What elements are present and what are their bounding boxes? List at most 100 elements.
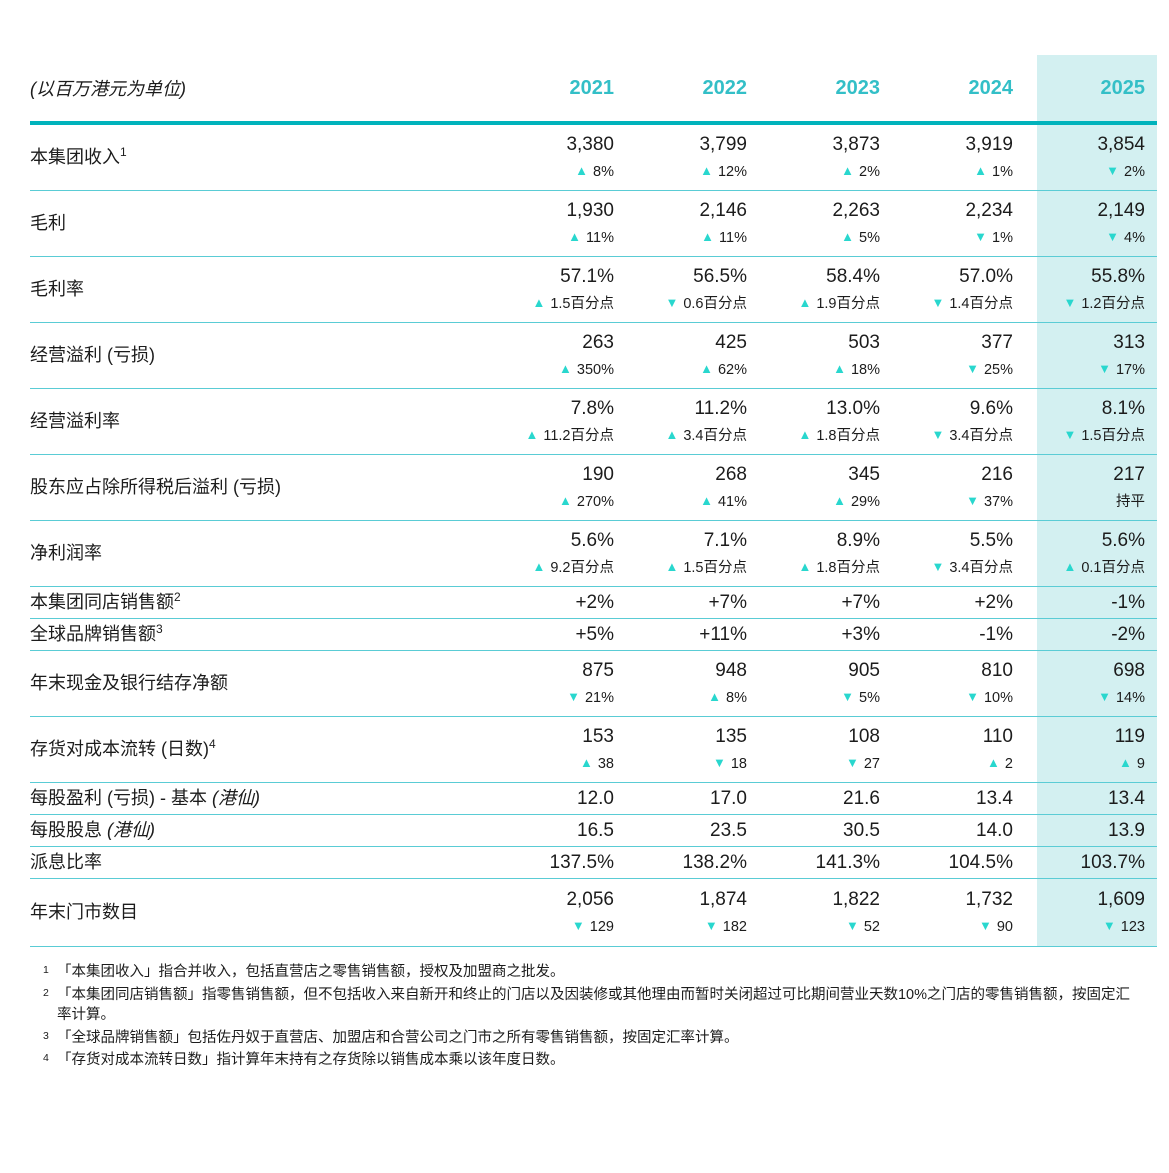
value: 3,380 [566,134,614,156]
footnote-ref: 4 [209,737,216,752]
value: -1% [979,624,1013,645]
value: 119 [1114,726,1145,748]
up-arrow-icon: ▲ [1063,559,1077,575]
value: 56.5% [693,266,747,288]
table-row: 年末现金及银行结存净额 875 ▼ 21% 948 ▲ 8% 905 ▼ 5% 810 ▼ 10% 698… [30,651,1157,717]
change: ▼ 0.6百分点 [665,295,747,313]
change: ▼ 10% [966,689,1013,707]
value-cell: 57.1% ▲ 1.5百分点 [505,257,638,322]
value-cell: 268 ▲ 41% [638,455,771,520]
up-arrow-icon: ▲ [708,689,722,705]
change: ▼ 25% [966,361,1013,379]
value: 425 [715,332,747,354]
value-cell: 56.5% ▼ 0.6百分点 [638,257,771,322]
value: 9.6% [969,398,1013,420]
value: 12.0 [577,788,614,809]
change: ▼ 27 [845,755,880,773]
value: 7.8% [570,398,614,420]
value-cell: 12.0 [505,783,638,814]
up-arrow-icon: ▲ [700,361,713,377]
value-cell: 13.0% ▲ 1.8百分点 [771,389,904,454]
value-cell: 8.9% ▲ 1.8百分点 [771,521,904,586]
change: ▼ 90 [978,918,1013,936]
value-cell: 2,146 ▲ 11% [638,191,771,256]
footnote-text: 「本集团同店销售额」指零售销售额，但不包括收入来自新开和终止的门店以及因装修或其… [57,986,1131,1024]
row-label-cell: 每股股息 (港仙) [30,815,505,846]
down-arrow-icon: ▼ [931,295,945,311]
change: ▲ 12% [700,163,747,181]
value-cell: -1% [904,619,1037,650]
value: 377 [981,332,1013,354]
value-cell: 57.0% ▼ 1.4百分点 [904,257,1037,322]
value-cell: 3,380 ▲ 8% [505,125,638,190]
value: 3,919 [965,134,1013,156]
value-cell: 119 ▲ 9 [1037,717,1157,782]
table-row: 净利润率 5.6% ▲ 9.2百分点 7.1% ▲ 1.5百分点 8.9% ▲ 1.8百分点 5.5… [30,521,1157,587]
down-arrow-icon: ▼ [1102,918,1116,934]
row-label: 派息比率 [30,852,102,873]
value: 698 [1113,660,1145,682]
value: 57.1% [560,266,614,288]
change: ▲ 270% [559,493,614,511]
down-arrow-icon: ▼ [845,755,859,771]
up-arrow-icon: ▲ [798,295,812,311]
value-cell: 13.4 [904,783,1037,814]
change: ▲ 3.4百分点 [665,427,747,445]
change: ▲ 18% [833,361,880,379]
down-arrow-icon: ▼ [974,229,988,245]
value-cell: 104.5% [904,847,1037,878]
up-arrow-icon: ▲ [1119,755,1132,771]
down-arrow-icon: ▼ [966,493,979,509]
change: ▼ 2% [1106,163,1145,181]
value: 5.6% [1101,530,1145,552]
change: ▲ 29% [833,493,880,511]
value-cell: 7.1% ▲ 1.5百分点 [638,521,771,586]
up-arrow-icon: ▲ [701,229,715,245]
up-arrow-icon: ▲ [532,559,546,575]
change: 持平 [1116,494,1145,511]
row-label-cell: 股东应占除所得税后溢利 (亏损) [30,455,505,520]
value-cell: +5% [505,619,638,650]
change: ▲ 41% [700,493,747,511]
value-cell: -2% [1037,619,1157,650]
up-arrow-icon: ▲ [532,295,546,311]
change: ▲ 11% [701,229,747,247]
footnote: 2 「本集团同店销售额」指零售销售额，但不包括收入来自新开和终止的门店以及因装修或… [43,985,1143,1026]
change: ▲ 9.2百分点 [532,559,614,577]
table-row: 毛利 1,930 ▲ 11% 2,146 ▲ 11% 2,263 ▲ 5% 2,234 ▼ 1% 2,14… [30,191,1157,257]
table-body: 本集团收入1 3,380 ▲ 8% 3,799 ▲ 12% 3,873 ▲ 2% 3,919 ▲ 1% 3… [30,125,1157,947]
table-row: 全球品牌销售额3 +5% +11% +3% -1% -2% [30,619,1157,651]
row-label-cell: 本集团收入1 [30,125,505,190]
up-arrow-icon: ▲ [525,427,539,443]
value: 503 [848,332,880,354]
year-header-2025: 2025 [1037,55,1157,121]
value: 14.0 [976,820,1013,841]
footnote-number: 3 [43,1029,49,1042]
up-arrow-icon: ▲ [974,163,988,179]
change: ▼ 5% [841,689,880,707]
row-label: 毛利率 [30,279,84,300]
value: 141.3% [815,852,880,873]
change: ▼ 1% [974,229,1013,247]
change: ▲ 5% [841,229,880,247]
up-arrow-icon: ▲ [700,163,713,179]
down-arrow-icon: ▼ [931,559,945,575]
value: 1,874 [699,889,747,911]
row-label-italic: (港仙) [212,788,260,809]
value-cell: 153 ▲ 38 [505,717,638,782]
value: 23.5 [710,820,747,841]
up-arrow-icon: ▲ [833,493,846,509]
down-arrow-icon: ▼ [966,689,979,705]
down-arrow-icon: ▼ [1063,427,1077,443]
value: 3,873 [832,134,880,156]
value-cell: 217 持平 [1037,455,1157,520]
change: ▼ 52 [845,918,880,936]
value-cell: 137.5% [505,847,638,878]
row-label-cell: 毛利率 [30,257,505,322]
down-arrow-icon: ▼ [704,918,718,934]
down-arrow-icon: ▼ [1063,295,1077,311]
row-label-cell: 年末门市数目 [30,879,505,946]
up-arrow-icon: ▲ [833,361,846,377]
value: 5.5% [969,530,1013,552]
value-cell: 17.0 [638,783,771,814]
